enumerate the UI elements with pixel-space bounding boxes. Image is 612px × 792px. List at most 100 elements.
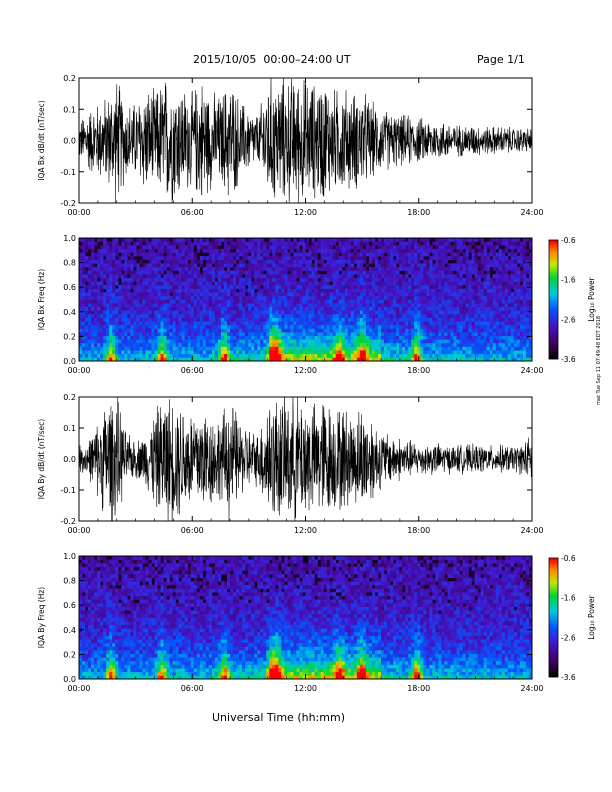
spectrogram-cell (411, 252, 415, 257)
spectrogram-cell (112, 335, 116, 340)
spectrogram-cell (133, 313, 137, 318)
colorbar-step (549, 313, 558, 316)
spectrogram-cell (193, 288, 198, 293)
spectrogram-cell (399, 357, 403, 362)
spectrogram-cell (266, 259, 270, 264)
spectrogram-cell (489, 324, 494, 329)
spectrogram-cell (429, 357, 433, 362)
spectrogram-cell (465, 277, 469, 282)
spectrogram-cell (148, 353, 152, 358)
spectrogram-cell (100, 248, 104, 253)
spectrogram-cell (302, 306, 306, 311)
spectrogram-cell (468, 335, 472, 340)
spectrogram-cell (329, 303, 333, 308)
spectrogram-cell (435, 266, 439, 271)
spectrogram-cell (489, 306, 494, 311)
spectrogram-cell (139, 324, 143, 329)
spectrogram-cell (329, 274, 333, 279)
spectrogram-cell (356, 270, 361, 275)
spectrogram-cell (79, 274, 83, 279)
spectrogram-cell (296, 350, 300, 355)
spectrogram-cell (290, 256, 294, 261)
spectrogram-cell (374, 310, 379, 315)
spectrogram-cell (79, 335, 83, 340)
spectrogram-cell (435, 350, 439, 355)
spectrogram-cell (326, 306, 330, 311)
spectrogram-cell (106, 342, 110, 347)
spectrogram-cell (130, 281, 134, 286)
spectrogram-cell (184, 332, 189, 336)
spectrogram-cell (393, 263, 397, 268)
spectrogram-cell (393, 270, 397, 275)
spectrogram-cell (260, 357, 264, 362)
spectrogram-cell (522, 288, 527, 293)
spectrogram-cell (495, 281, 500, 286)
spectrogram-cell (205, 238, 210, 242)
spectrogram-cell (103, 285, 107, 289)
spectrogram-cell (477, 321, 481, 326)
spectrogram-cell (450, 292, 454, 297)
spectrogram-cell (311, 339, 315, 344)
spectrogram-cell (510, 245, 515, 250)
spectrogram-cell (154, 303, 158, 308)
spectrogram-cell (257, 245, 261, 250)
spectrogram-cell (248, 292, 252, 297)
spectrogram-cell (245, 306, 249, 311)
spectrogram-cell (507, 245, 512, 250)
spectrogram-cell (233, 321, 237, 326)
spectrogram-cell (233, 295, 237, 300)
spectrogram-cell (88, 241, 92, 246)
spectrogram-cell (350, 263, 355, 268)
spectrogram-cell (492, 292, 497, 297)
spectrogram-cell (302, 350, 306, 355)
spectrogram-cell (396, 353, 400, 358)
spectrogram-cell (112, 303, 116, 308)
spectrogram-cell (226, 317, 231, 322)
spectrogram-cell (447, 245, 451, 250)
spectrogram-cell (350, 277, 355, 282)
spectrogram-cell (211, 303, 216, 308)
spectrogram-cell (254, 245, 258, 250)
spectrogram-cell (495, 357, 500, 362)
spectrogram-cell (338, 295, 343, 300)
spectrogram-cell (263, 357, 267, 362)
spectrogram-cell (106, 252, 110, 257)
spectrogram-cell (438, 288, 442, 293)
spectrogram-cell (166, 339, 170, 344)
spectrogram-cell (456, 313, 460, 318)
spectrogram-cell (278, 350, 282, 355)
spectrogram-cell (365, 357, 370, 362)
spectrogram-cell (245, 256, 249, 261)
spectrogram-cell (193, 295, 198, 300)
spectrogram-cell (317, 317, 321, 322)
spectrogram-cell (441, 332, 445, 336)
spectrogram-cell (356, 295, 361, 300)
spectrogram-cell (199, 281, 204, 286)
spectrogram-cell (371, 248, 376, 253)
spectrogram-cell (299, 313, 303, 318)
spectrogram-cell (233, 306, 237, 311)
spectrogram-cell (417, 299, 421, 304)
spectrogram-cell (214, 238, 219, 242)
spectrogram-cell (435, 256, 439, 261)
spectrogram-cell (387, 241, 391, 246)
spectrogram-cell (374, 295, 379, 300)
spectrogram-cell (169, 310, 173, 315)
spectrogram-cell (139, 306, 143, 311)
spectrogram-cell (190, 303, 195, 308)
spectrogram-cell (374, 321, 379, 326)
spectrogram-cell (127, 303, 131, 308)
spectrogram-cell (281, 263, 285, 268)
spectrogram-cell (230, 277, 234, 282)
spectrogram-cell (483, 335, 487, 340)
spectrogram-cell (299, 350, 303, 355)
spectrogram-cell (178, 285, 182, 289)
spectrogram-cell (417, 277, 421, 282)
spectrogram-cell (290, 270, 294, 275)
spectrogram-cell (142, 292, 146, 297)
spectrogram-cell (329, 299, 333, 304)
spectrogram-cell (353, 288, 358, 293)
spectrogram-cell (411, 313, 415, 318)
spectrogram-cell (263, 310, 267, 315)
spectrogram-cell (405, 245, 409, 250)
